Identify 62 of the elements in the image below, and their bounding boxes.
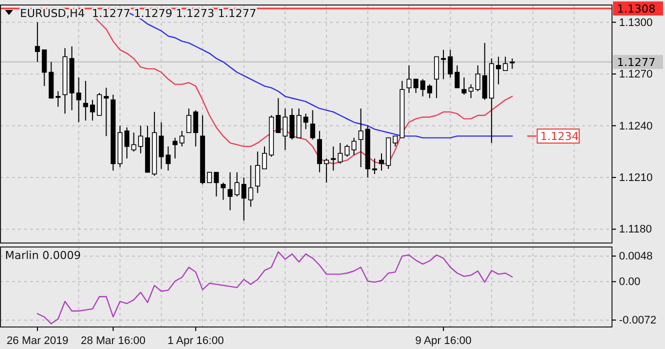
y-tick-label: -0.0072 <box>619 314 656 327</box>
candlestick <box>131 132 136 152</box>
candlestick <box>510 58 515 70</box>
candlestick <box>496 56 501 85</box>
candlestick <box>427 84 432 99</box>
candlestick <box>440 49 446 80</box>
x-tick-label: 26 Mar 2019 <box>6 334 68 347</box>
y-tick-label: 1.1210 <box>619 172 653 184</box>
x-tick-label: 28 Mar 16:00 <box>80 334 146 347</box>
candlestick <box>392 136 398 147</box>
candlestick <box>372 158 378 175</box>
x-tick-label: 1 Apr 16:00 <box>168 334 224 347</box>
candlestick <box>303 113 308 130</box>
candlestick <box>282 108 288 150</box>
candlestick <box>352 137 356 156</box>
line-series <box>36 251 513 324</box>
candlestick <box>262 146 267 170</box>
candlestick <box>96 92 102 116</box>
candlestick <box>324 158 329 184</box>
y-tick-label: 1.1270 <box>619 68 653 81</box>
candlestick <box>296 108 302 138</box>
y-tick-label: 0.00 <box>619 276 640 288</box>
ref-line-label: 1.1308 <box>617 2 656 16</box>
candlestick <box>276 98 281 134</box>
candlestick <box>34 22 40 62</box>
candlestick <box>462 76 467 96</box>
y-tick-label: 1.1300 <box>619 16 653 29</box>
candlestick <box>241 176 246 222</box>
chart-title: EURUSD,H4 1.1277 1.1279 1.1273 1.1277 <box>20 7 256 20</box>
candlestick <box>413 78 418 94</box>
candlestick <box>420 78 426 97</box>
candlestick <box>172 137 178 159</box>
candlestick <box>124 126 130 159</box>
candlestick <box>234 172 240 197</box>
candlestick <box>214 172 219 197</box>
candlestick <box>255 151 260 194</box>
chart-title: Marlin 0.0009 <box>5 249 81 262</box>
y-tick-label: 0.0048 <box>619 250 653 263</box>
candlestick <box>358 108 364 168</box>
candlestick <box>104 87 109 137</box>
candlestick <box>179 130 184 147</box>
candlestick <box>76 76 82 123</box>
y-tick-label: 1.1240 <box>619 120 653 132</box>
candlestick <box>434 56 439 99</box>
candlestick <box>310 110 316 140</box>
candlestick <box>502 56 508 72</box>
x-tick-label: 9 Apr 16:00 <box>415 334 472 347</box>
candlestick <box>248 164 254 208</box>
candlestick <box>228 172 233 211</box>
candlestick <box>207 172 212 184</box>
candlestick <box>344 144 350 158</box>
candlestick <box>90 99 95 122</box>
candlestick <box>290 108 294 140</box>
candlestick <box>56 90 61 108</box>
candlestick <box>379 152 384 172</box>
candlestick <box>468 84 474 99</box>
annotation: 1.1234 <box>540 130 579 144</box>
candlestick <box>83 80 88 122</box>
ref-line-label: 1.1277 <box>617 56 656 69</box>
candlestick <box>406 64 412 94</box>
y-tick-label: 1.1180 <box>619 224 652 236</box>
candlestick <box>138 125 144 154</box>
